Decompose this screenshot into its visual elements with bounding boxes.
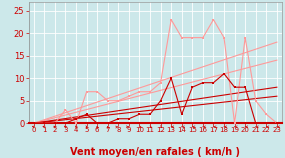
X-axis label: Vent moyen/en rafales ( km/h ): Vent moyen/en rafales ( km/h ) (70, 147, 240, 157)
